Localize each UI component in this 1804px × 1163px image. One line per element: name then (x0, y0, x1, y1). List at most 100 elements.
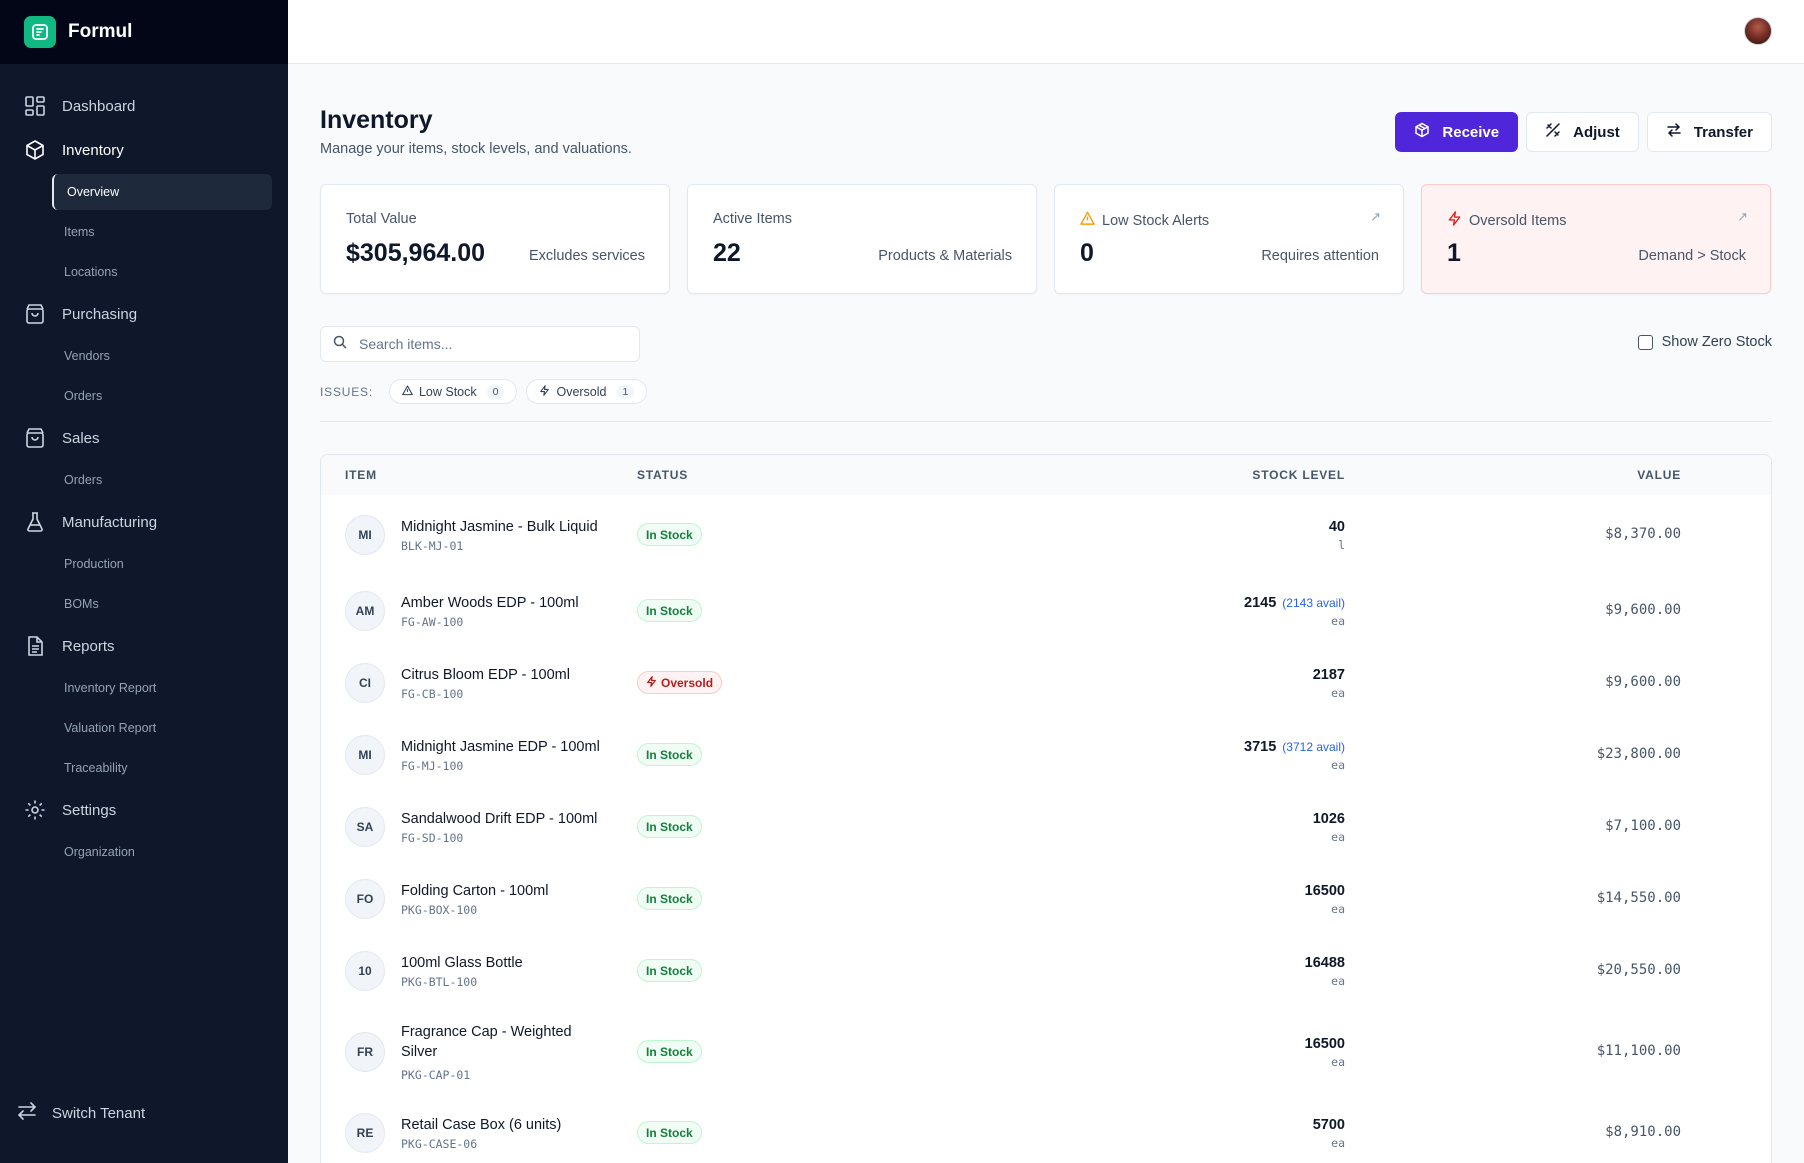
stock-unit: ea (1331, 830, 1345, 844)
warning-icon (402, 384, 413, 399)
nav-purchasing-orders[interactable]: Orders (64, 389, 103, 403)
adjust-label: Adjust (1573, 123, 1620, 141)
nav-purchasing-vendors[interactable]: Vendors (64, 349, 110, 363)
item-name[interactable]: Midnight Jasmine EDP - 100ml (401, 739, 600, 755)
search-icon (333, 335, 347, 354)
user-avatar[interactable] (1744, 17, 1772, 45)
nav-purchasing[interactable]: Purchasing (0, 292, 288, 336)
show-zero-stock-checkbox[interactable] (1637, 334, 1653, 350)
header-item[interactable]: ITEM (345, 468, 377, 482)
divider (320, 421, 1772, 422)
item-sku: FG-MJ-100 (401, 759, 464, 773)
low-stock-card[interactable]: Low Stock Alerts ↗ 0 Requires attention (1054, 184, 1404, 294)
item-name[interactable]: Sandalwood Drift EDP - 100ml (401, 811, 598, 827)
nav-settings-organization[interactable]: Organization (64, 845, 135, 859)
low-stock-filter-chip[interactable]: Low Stock 0 (388, 379, 518, 404)
nav-sales-orders[interactable]: Orders (64, 473, 103, 487)
adjust-button[interactable]: Adjust (1526, 112, 1639, 152)
gear-icon (24, 799, 46, 821)
header-value[interactable]: VALUE (1637, 468, 1681, 482)
nav-inventory-items[interactable]: Items (64, 225, 95, 239)
low-stock-note: Requires attention (1261, 248, 1379, 264)
nav-reports-inventory[interactable]: Inventory Report (64, 681, 157, 695)
table-row[interactable]: MI Midnight Jasmine EDP - 100ml FG-MJ-100 I… (321, 719, 1771, 791)
switch-tenant-label: Switch Tenant (52, 1104, 146, 1122)
lightning-icon (539, 384, 550, 399)
stock-unit: ea (1331, 1055, 1345, 1069)
nav-label: Inventory (62, 141, 124, 159)
item-avatar: AM (345, 591, 385, 631)
item-name[interactable]: Folding Carton - 100ml (401, 883, 549, 899)
receive-label: Receive (1442, 123, 1500, 141)
nav-reports[interactable]: Reports (0, 624, 288, 668)
receive-button[interactable]: Receive (1395, 112, 1519, 152)
nav-manufacturing[interactable]: Manufacturing (0, 500, 288, 544)
table-row[interactable]: 10 100ml Glass Bottle PKG-BTL-100 In Stock 1… (321, 935, 1771, 1007)
stock-qty: 3715 (1244, 739, 1277, 755)
warning-icon (1080, 211, 1095, 230)
header-status[interactable]: STATUS (637, 468, 689, 482)
stock-unit: ea (1331, 902, 1345, 916)
table-row[interactable]: RE Retail Case Box (6 units) PKG-CASE-06 In… (321, 1097, 1771, 1163)
status-badge: In Stock (637, 1121, 702, 1144)
nav-sales[interactable]: Sales (0, 416, 288, 460)
stock-level: 1026 (1313, 811, 1345, 827)
status-badge: In Stock (637, 1040, 702, 1063)
nav-inventory-overview[interactable]: Overview (52, 174, 272, 210)
item-sku: FG-AW-100 (401, 615, 464, 629)
show-zero-stock-toggle[interactable]: Show Zero Stock (1637, 334, 1772, 350)
item-sku: PKG-CASE-06 (401, 1137, 478, 1151)
page-subtitle: Manage your items, stock levels, and val… (320, 141, 632, 157)
stock-unit: ea (1331, 686, 1345, 700)
table-row[interactable]: MI Midnight Jasmine - Bulk Liquid BLK-MJ-0… (321, 495, 1771, 575)
table-row[interactable]: SA Sandalwood Drift EDP - 100ml FG-SD-100 I… (321, 791, 1771, 863)
status-text: Oversold (661, 675, 714, 690)
item-name[interactable]: Midnight Jasmine - Bulk Liquid (401, 519, 598, 535)
item-name[interactable]: Amber Woods EDP - 100ml (401, 595, 579, 611)
box-icon (24, 139, 46, 161)
stock-unit: l (1338, 538, 1345, 552)
oversold-note: Demand > Stock (1638, 248, 1746, 264)
header-stock-level[interactable]: STOCK LEVEL (1252, 468, 1345, 482)
bag-icon (24, 427, 46, 449)
item-name[interactable]: Citrus Bloom EDP - 100ml (401, 667, 570, 683)
nav-inventory-locations[interactable]: Locations (64, 265, 118, 279)
bag-icon (24, 303, 46, 325)
brand[interactable]: Formul (0, 0, 288, 64)
status-badge: In Stock (637, 599, 702, 622)
oversold-card[interactable]: Oversold Items ↗ 1 Demand > Stock (1421, 184, 1771, 294)
transfer-button[interactable]: Transfer (1646, 112, 1772, 152)
nav-manufacturing-production[interactable]: Production (64, 557, 124, 571)
stock-level: 16500 (1305, 883, 1345, 899)
table-row[interactable]: CI Citrus Bloom EDP - 100ml FG-CB-100 Overs… (321, 647, 1771, 719)
item-name[interactable]: Retail Case Box (6 units) (401, 1117, 562, 1133)
stock-qty: 40 (1328, 519, 1345, 535)
flask-icon (24, 511, 46, 533)
switch-tenant-button[interactable]: Switch Tenant (16, 1100, 145, 1126)
nav-settings[interactable]: Settings (0, 788, 288, 832)
nav-label: Reports (62, 637, 115, 655)
item-avatar: MI (345, 735, 385, 775)
stock-unit: ea (1331, 974, 1345, 988)
nav-manufacturing-boms[interactable]: BOMs (64, 597, 99, 611)
oversold-label: Oversold Items (1469, 212, 1567, 229)
item-name[interactable]: 100ml Glass Bottle (401, 955, 523, 971)
top-bar (288, 0, 1804, 64)
item-value: $23,800.00 (1596, 746, 1681, 762)
tools-icon (1545, 122, 1561, 142)
status-badge: In Stock (637, 959, 702, 982)
nav-inventory[interactable]: Inventory (0, 128, 288, 172)
table-row[interactable]: AM Amber Woods EDP - 100ml FG-AW-100 In Sto… (321, 575, 1771, 647)
table-row[interactable]: FR Fragrance Cap - Weighted Silver PKG-CAP… (321, 1007, 1771, 1097)
nav-dashboard[interactable]: Dashboard (0, 84, 288, 128)
oversold-filter-chip[interactable]: Oversold 1 (526, 379, 648, 404)
nav-reports-traceability[interactable]: Traceability (64, 761, 128, 775)
total-value-note: Excludes services (528, 248, 645, 264)
nav-label: Dashboard (62, 97, 136, 115)
table-row[interactable]: FO Folding Carton - 100ml PKG-BOX-100 In St… (321, 863, 1771, 935)
nav-reports-valuation[interactable]: Valuation Report (64, 721, 157, 735)
item-name[interactable]: Fragrance Cap - Weighted Silver (401, 1024, 572, 1060)
search-input[interactable] (359, 336, 629, 352)
item-sku: PKG-BTL-100 (401, 975, 478, 989)
total-value-amount: $305,964.00 (346, 239, 486, 267)
